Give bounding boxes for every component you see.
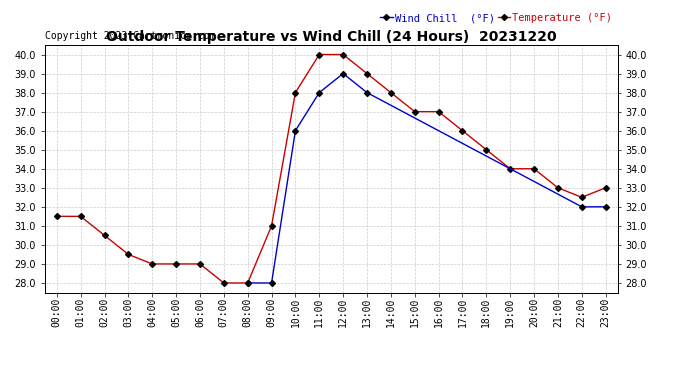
Wind Chill  (°F) bbox=[363, 90, 371, 95]
Wind Chill  (°F) bbox=[244, 281, 252, 285]
Wind Chill  (°F) bbox=[339, 71, 347, 76]
Temperature (°F) bbox=[77, 214, 85, 219]
Temperature (°F) bbox=[172, 262, 180, 266]
Temperature (°F) bbox=[148, 262, 157, 266]
Temperature (°F) bbox=[506, 166, 514, 171]
Temperature (°F) bbox=[458, 128, 466, 133]
Legend: Wind Chill  (°F), Temperature (°F): Wind Chill (°F), Temperature (°F) bbox=[380, 13, 612, 23]
Title: Outdoor Temperature vs Wind Chill (24 Hours)  20231220: Outdoor Temperature vs Wind Chill (24 Ho… bbox=[106, 30, 557, 44]
Temperature (°F) bbox=[219, 281, 228, 285]
Temperature (°F) bbox=[291, 90, 299, 95]
Wind Chill  (°F) bbox=[291, 128, 299, 133]
Temperature (°F) bbox=[363, 71, 371, 76]
Temperature (°F) bbox=[435, 110, 443, 114]
Temperature (°F) bbox=[315, 52, 324, 57]
Temperature (°F) bbox=[411, 110, 419, 114]
Text: Copyright 2023 Cartronics.com: Copyright 2023 Cartronics.com bbox=[45, 31, 215, 41]
Temperature (°F) bbox=[196, 262, 204, 266]
Temperature (°F) bbox=[124, 252, 132, 257]
Temperature (°F) bbox=[244, 281, 252, 285]
Wind Chill  (°F) bbox=[578, 205, 586, 209]
Temperature (°F) bbox=[554, 186, 562, 190]
Wind Chill  (°F) bbox=[315, 90, 324, 95]
Temperature (°F) bbox=[530, 166, 538, 171]
Temperature (°F) bbox=[482, 147, 491, 152]
Temperature (°F) bbox=[602, 186, 610, 190]
Temperature (°F) bbox=[100, 233, 108, 238]
Temperature (°F) bbox=[268, 224, 276, 228]
Temperature (°F) bbox=[339, 52, 347, 57]
Line: Temperature (°F): Temperature (°F) bbox=[55, 53, 608, 285]
Temperature (°F) bbox=[578, 195, 586, 200]
Wind Chill  (°F) bbox=[268, 281, 276, 285]
Wind Chill  (°F) bbox=[602, 205, 610, 209]
Line: Wind Chill  (°F): Wind Chill (°F) bbox=[246, 72, 608, 285]
Temperature (°F) bbox=[52, 214, 61, 219]
Temperature (°F) bbox=[386, 90, 395, 95]
